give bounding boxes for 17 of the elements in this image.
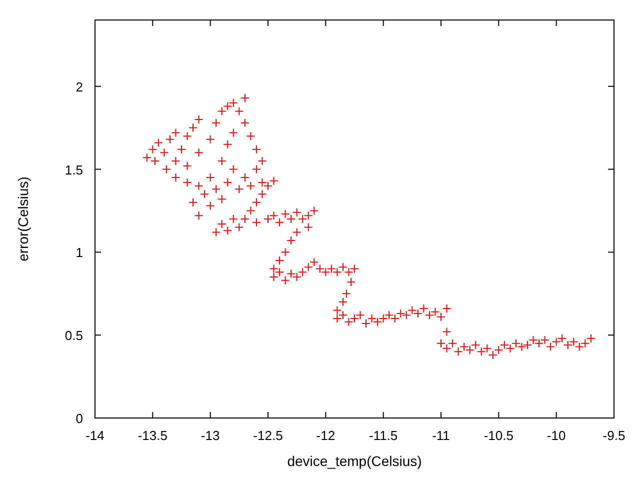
x-tick-label: -14 <box>86 428 104 443</box>
x-tick-label: -13 <box>200 428 220 443</box>
y-tick-label: 0 <box>76 411 83 426</box>
x-tick-label: -10 <box>546 428 566 443</box>
y-tick-label: 1 <box>76 245 83 260</box>
x-tick-label: -11 <box>432 428 450 443</box>
y-tick-label: 1.5 <box>64 162 83 178</box>
x-tick-label: -12.5 <box>253 428 283 443</box>
y-tick-label: 2 <box>76 79 83 94</box>
x-tick-label: -10.5 <box>484 428 514 443</box>
x-axis-title: device_temp(Celsius) <box>287 453 422 469</box>
x-tick-label: -13.5 <box>138 428 168 443</box>
y-axis-title: error(Celsius) <box>15 176 31 262</box>
y-tick-label: 0.5 <box>64 328 83 344</box>
x-tick-label: -11.5 <box>368 428 398 443</box>
x-tick-label: -9.5 <box>602 428 626 443</box>
x-tick-label: -12 <box>316 428 336 443</box>
